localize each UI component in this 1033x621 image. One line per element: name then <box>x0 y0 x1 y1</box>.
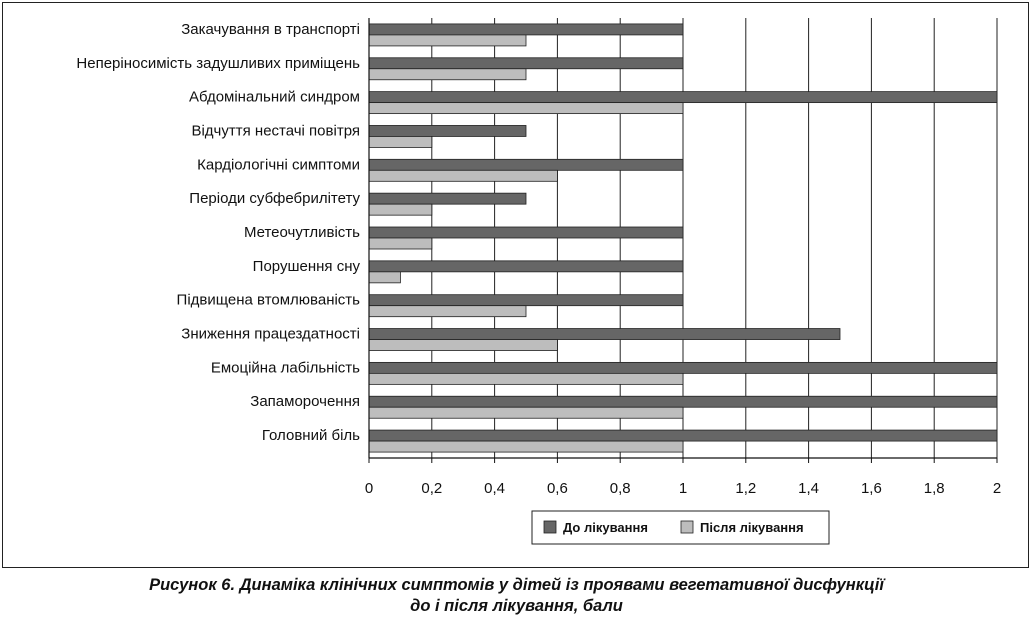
x-tick-label: 0 <box>365 480 373 497</box>
bar-before <box>368 57 684 70</box>
category-label: Запаморочення <box>250 393 360 410</box>
bar-before <box>368 91 998 104</box>
category-label: Періоди субфебрилітету <box>189 190 360 207</box>
bar-after <box>368 339 558 351</box>
x-tick-label: 1 <box>679 480 687 497</box>
chart-frame: 0 0,2 0,4 0,6 0,8 1 1,2 1,4 1,6 1,8 2 Закачування в… <box>2 2 1029 568</box>
bar-before <box>368 23 684 36</box>
bar-before <box>368 294 684 307</box>
caption-line-2: до і після лікування, бали <box>410 597 623 615</box>
legend-swatch-before <box>543 520 557 534</box>
category-label: Метеочутливість <box>244 224 360 241</box>
category-label: Неперіносимість задушливих приміщень <box>76 55 360 72</box>
category-label: Головний біль <box>262 427 360 444</box>
category-label: Зниження працездатності <box>181 326 360 343</box>
category-label: Емоційна лабільність <box>211 359 360 376</box>
bar-before <box>368 361 998 374</box>
bar-after <box>368 440 684 453</box>
bar-before <box>368 260 684 273</box>
category-label: Відчуття нестачі повітря <box>191 122 360 139</box>
bar-after <box>368 203 433 216</box>
figure-caption: Рисунок 6. Динаміка клінічних симптомів … <box>0 575 1033 617</box>
bar-after <box>368 136 433 148</box>
bar-before <box>368 328 841 340</box>
x-tick-label: 0,2 <box>421 480 442 497</box>
bar-after <box>368 372 684 385</box>
bar-before <box>368 226 684 239</box>
bar-after <box>368 68 527 81</box>
category-label: Підвищена втомлюваність <box>177 292 361 309</box>
bar-before <box>368 192 527 205</box>
legend-label: Після лікування <box>700 520 804 535</box>
caption-line-1: Рисунок 6. Динаміка клінічних симптомів … <box>149 576 884 594</box>
bar-after <box>368 271 401 284</box>
bar-after <box>368 305 527 318</box>
x-tick-label: 1,2 <box>735 480 756 497</box>
bar-after <box>368 169 558 182</box>
x-tick-label: 0,8 <box>610 480 631 497</box>
bar-chart: 0 0,2 0,4 0,6 0,8 1 1,2 1,4 1,6 1,8 2 Закачування в… <box>76 18 1001 545</box>
x-tick-label: 0,4 <box>484 480 505 497</box>
legend-swatch-after <box>680 520 694 534</box>
category-label: Закачування в транспорті <box>181 21 360 38</box>
bar-before <box>368 158 684 171</box>
category-label: Порушення сну <box>253 258 361 275</box>
bar-before <box>368 395 998 408</box>
category-label: Кардіологічні симптоми <box>197 156 360 173</box>
x-tick-label: 1,8 <box>924 480 945 497</box>
x-tick-label: 2 <box>993 480 1001 497</box>
bar-after <box>368 237 433 250</box>
legend-box <box>531 510 830 545</box>
x-tick-label: 1,4 <box>798 480 819 497</box>
x-tick-label: 0,6 <box>547 480 568 497</box>
bar-after <box>368 102 684 115</box>
bar-after <box>368 34 527 47</box>
legend-label: До лікування <box>563 520 648 535</box>
bar-after <box>368 406 684 419</box>
category-label: Абдомінальний синдром <box>189 89 360 106</box>
bar-before <box>368 429 998 442</box>
bar-before <box>368 125 527 137</box>
x-tick-label: 1,6 <box>861 480 882 497</box>
